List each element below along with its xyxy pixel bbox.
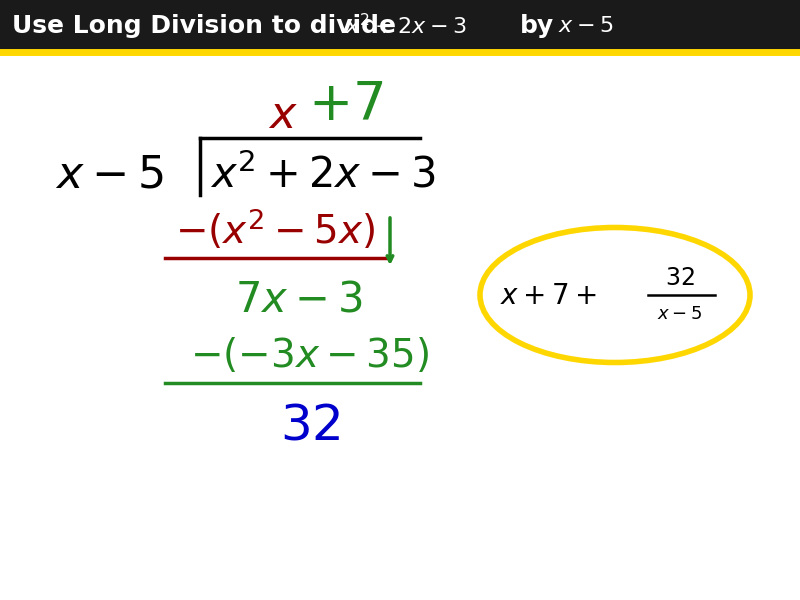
Text: $x + 7 +$: $x + 7 +$ [500,282,597,310]
Text: $-(-3x - 35)$: $-(-3x - 35)$ [190,335,429,374]
Text: $x^2 + 2x - 3$: $x^2 + 2x - 3$ [210,154,436,196]
Text: $x - 5$: $x - 5$ [658,305,702,323]
Text: Use Long Division to divide: Use Long Division to divide [12,14,396,38]
Text: by: by [520,14,554,38]
Text: $x - 5$: $x - 5$ [558,16,614,36]
Text: $x - 5$: $x - 5$ [55,154,163,196]
Text: $x$: $x$ [268,94,298,136]
Text: $+ 7$: $+ 7$ [308,79,383,131]
Text: $-(x^2 - 5x)$: $-(x^2 - 5x)$ [175,208,375,253]
Text: $7x - 3$: $7x - 3$ [235,279,362,321]
Ellipse shape [480,227,750,362]
FancyBboxPatch shape [0,0,800,52]
Text: $32$: $32$ [665,266,695,290]
Text: $x^2 + 2x - 3$: $x^2 + 2x - 3$ [345,13,466,38]
Text: $32$: $32$ [280,401,341,449]
